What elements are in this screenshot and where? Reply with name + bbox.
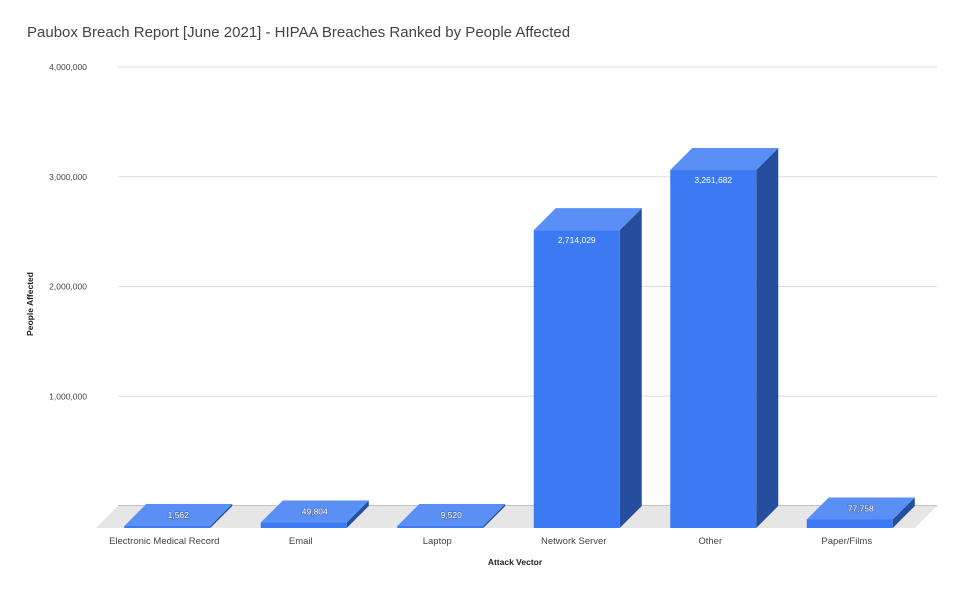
x-category-label: Email [289,536,313,547]
bar-top [670,148,779,171]
bar-top [806,497,915,520]
bar-side [619,208,642,528]
x-axis-categories: Electronic Medical Record Email Laptop Netw… [109,536,872,547]
bar-side [210,504,233,528]
bar [806,519,893,528]
data-label: 77,758 [848,503,874,513]
bar-top [260,500,369,523]
bar-top [124,504,233,526]
bar [670,170,757,528]
y-tick-label: 2,000,000 [49,282,87,292]
y-tick-label: 1,000,000 [49,391,87,401]
bar-side [756,148,779,528]
bar [124,526,211,528]
data-label: 9,520 [441,510,463,520]
x-category-label: Other [698,536,722,547]
bar-side [346,500,369,528]
data-label: 1,562 [168,510,190,520]
y-tick-label: 3,000,000 [49,172,87,182]
x-axis-title: Attack Vector [488,557,543,567]
y-axis-ticks: 1,000,000 2,000,000 3,000,000 4,000,000 [49,62,87,401]
bars: 1,562 49,804 9,520 2,714,029 3,261,682 77,758 [124,148,915,528]
bar-top [397,504,506,526]
y-tick-label: 4,000,000 [49,62,87,72]
x-category-label: Electronic Medical Record [109,536,219,547]
bar [397,526,484,528]
x-category-label: Network Server [541,536,606,547]
bar-top [533,208,642,231]
x-category-label: Paper/Films [821,536,872,547]
chart-title: Paubox Breach Report [June 2021] - HIPAA… [27,24,571,41]
x-category-label: Laptop [423,536,452,547]
data-label: 3,261,682 [694,175,732,185]
data-label: 2,714,029 [558,235,596,245]
gridlines [118,66,937,507]
y-axis-title: People Affected [25,272,35,336]
data-label: 49,804 [302,507,328,517]
bar-side [483,504,506,528]
bar [533,230,620,528]
bar [260,522,347,528]
bar-side [892,497,915,528]
